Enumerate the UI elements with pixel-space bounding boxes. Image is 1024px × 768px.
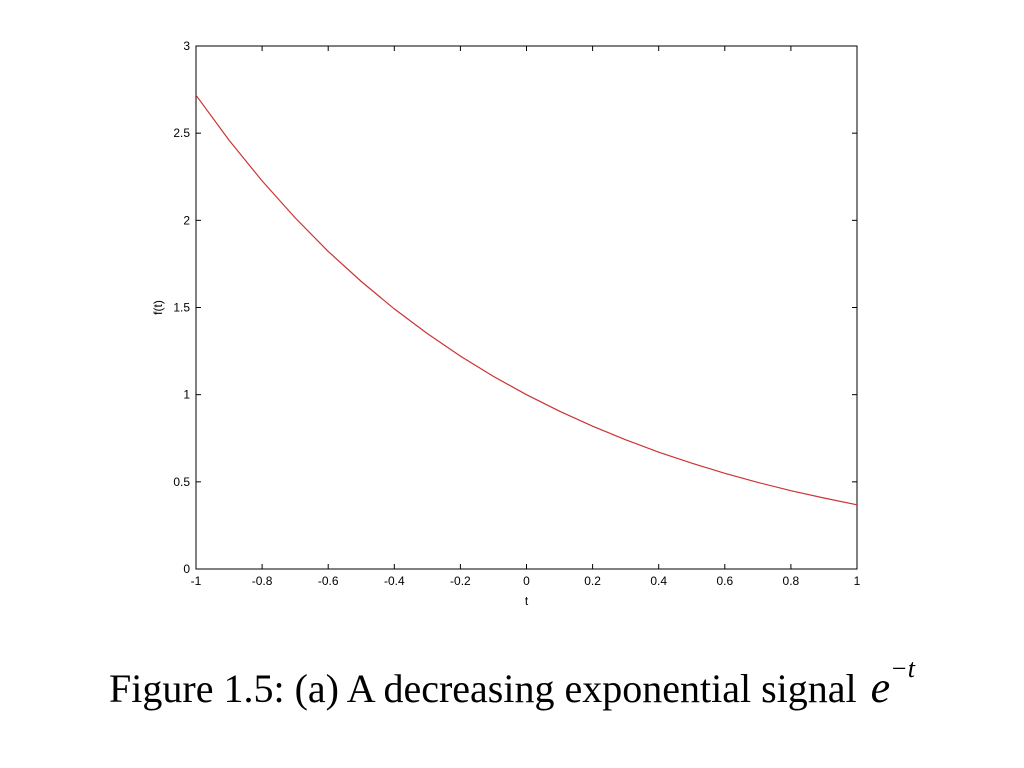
- x-tick-label: 1: [854, 574, 861, 588]
- x-axis-label: t: [525, 594, 529, 608]
- y-tick-label: 1: [183, 388, 190, 402]
- x-tick-label: -0.8: [252, 574, 273, 588]
- series-line: [195, 94, 858, 506]
- figure-caption: Figure 1.5: (a) A decreasing exponential…: [0, 654, 1024, 713]
- y-tick-label: 0: [183, 562, 190, 576]
- series: [195, 94, 858, 506]
- x-ticks: -1 -0.8 -0.6 -0.4 -0.2 0 0.2 0.4 0.6 0.8 1: [191, 46, 861, 588]
- y-tick-label: 3: [183, 39, 190, 53]
- y-tick-label: 2: [183, 213, 190, 227]
- x-tick-label: 0.8: [783, 574, 800, 588]
- x-tick-label: 0.2: [584, 574, 601, 588]
- y-ticks: 0 0.5 1 1.5 2 2.5 3: [173, 39, 857, 576]
- math-exponent: −t: [890, 654, 915, 683]
- x-tick-label: -0.2: [450, 574, 471, 588]
- y-tick-label: 2.5: [173, 126, 190, 140]
- y-tick-label: 0.5: [173, 475, 190, 489]
- chart: -1 -0.8 -0.6 -0.4 -0.2 0 0.2 0.4 0.6 0.8 1 0 0.5 1 1.…: [151, 39, 861, 608]
- x-tick-label: -1: [191, 574, 202, 588]
- x-tick-label: 0.6: [716, 574, 733, 588]
- x-tick-label: -0.6: [318, 574, 339, 588]
- x-tick-label: 0: [523, 574, 530, 588]
- math-base: e: [870, 663, 891, 712]
- caption-text: Figure 1.5: (a) A decreasing exponential…: [109, 666, 857, 711]
- caption-math: e−t: [870, 654, 915, 712]
- y-tick-label: 1.5: [173, 301, 190, 315]
- y-axis-label: f(t): [151, 300, 165, 315]
- x-tick-label: -0.4: [384, 574, 405, 588]
- plot-area: [195, 45, 858, 570]
- x-tick-label: 0.4: [650, 574, 667, 588]
